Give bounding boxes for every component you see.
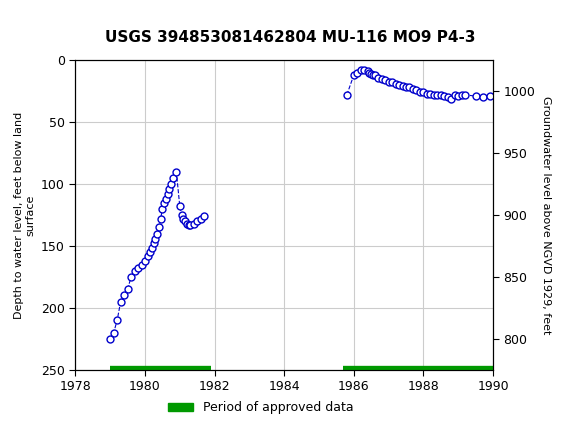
Text: USGS 394853081462804 MU-116 MO9 P4-3: USGS 394853081462804 MU-116 MO9 P4-3 (105, 30, 475, 45)
Y-axis label: Groundwater level above NGVD 1929, feet: Groundwater level above NGVD 1929, feet (541, 96, 551, 334)
Legend: Period of approved data: Period of approved data (163, 396, 359, 419)
Text: ▒USGS: ▒USGS (6, 9, 60, 30)
Y-axis label: Depth to water level, feet below land
surface: Depth to water level, feet below land su… (14, 111, 35, 319)
